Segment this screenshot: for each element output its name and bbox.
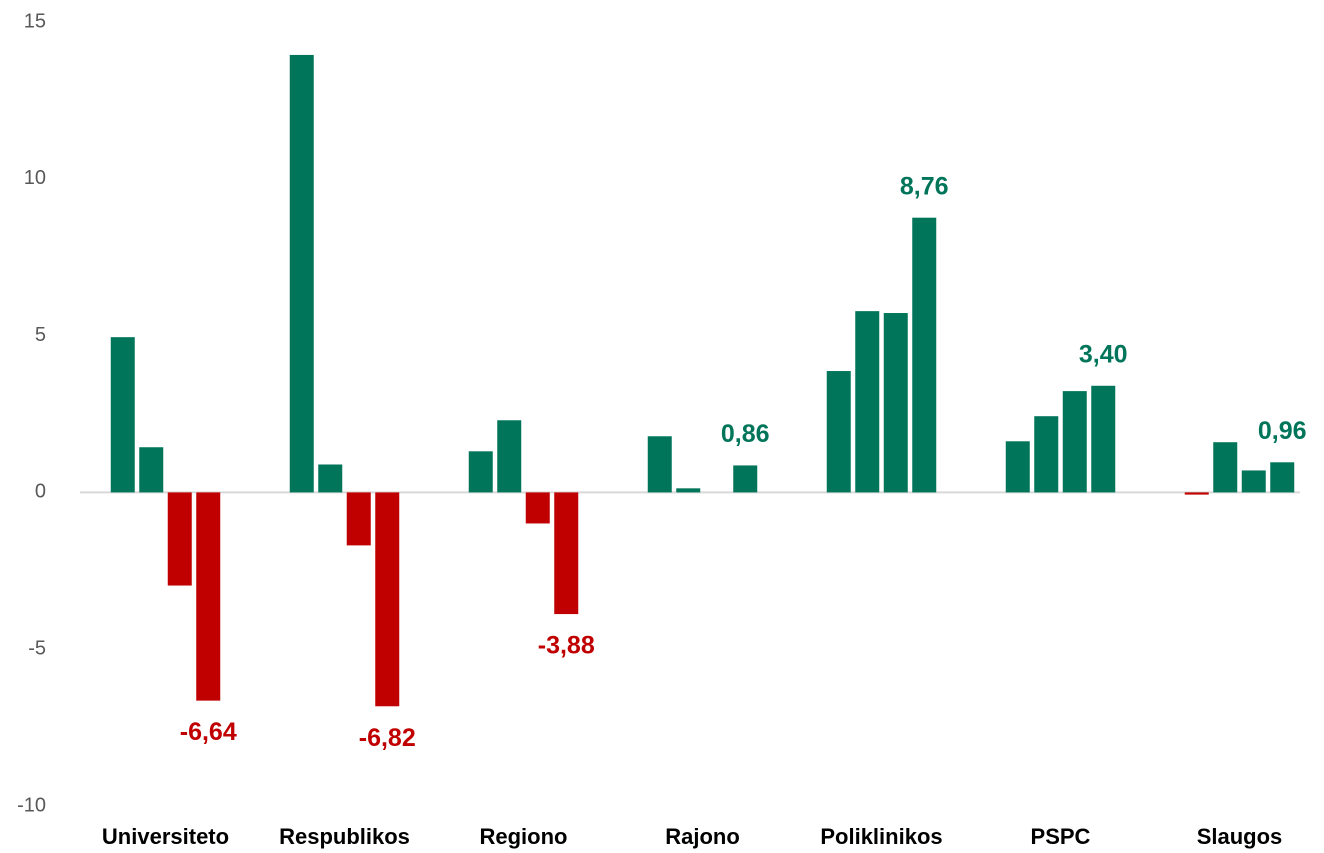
bar bbox=[289, 54, 314, 493]
bar bbox=[196, 492, 221, 701]
bar bbox=[375, 492, 400, 707]
bar bbox=[855, 311, 880, 493]
bar bbox=[676, 488, 701, 493]
y-tick-label: 5 bbox=[35, 324, 46, 346]
data-label: 0,96 bbox=[1258, 417, 1307, 445]
y-tick-label: -10 bbox=[17, 794, 46, 816]
bar bbox=[1213, 442, 1238, 493]
bar bbox=[497, 420, 522, 493]
bar bbox=[1091, 385, 1116, 493]
bar bbox=[1270, 462, 1295, 493]
bar bbox=[554, 492, 579, 615]
data-label: -6,64 bbox=[180, 718, 237, 746]
bar bbox=[826, 371, 851, 493]
x-tick-label: Rajono bbox=[665, 824, 740, 849]
bar bbox=[525, 492, 550, 524]
bar bbox=[346, 492, 371, 546]
bar bbox=[139, 447, 164, 493]
bar bbox=[733, 465, 758, 493]
bar bbox=[912, 217, 937, 493]
bar bbox=[110, 337, 135, 493]
bar bbox=[318, 464, 343, 493]
x-tick-label: Slaugos bbox=[1197, 824, 1283, 849]
data-label: 3,40 bbox=[1079, 340, 1128, 368]
bar bbox=[1062, 391, 1087, 493]
bar bbox=[1005, 441, 1030, 493]
bar bbox=[883, 313, 908, 493]
bar bbox=[1184, 492, 1209, 495]
data-label: 0,86 bbox=[721, 420, 770, 448]
x-tick-label: Regiono bbox=[480, 824, 568, 849]
x-tick-label: PSPC bbox=[1031, 824, 1091, 849]
bar bbox=[647, 436, 672, 493]
y-tick-label: 10 bbox=[24, 167, 46, 189]
x-tick-label: Respublikos bbox=[279, 824, 410, 849]
x-tick-label: Universiteto bbox=[102, 824, 229, 849]
data-label: 8,76 bbox=[900, 172, 949, 200]
bar bbox=[167, 492, 192, 586]
x-tick-label: Poliklinikos bbox=[820, 824, 942, 849]
y-tick-label: -5 bbox=[28, 637, 46, 659]
bar bbox=[1034, 416, 1059, 493]
y-tick-label: 15 bbox=[24, 10, 46, 32]
data-label: -6,82 bbox=[359, 724, 416, 752]
y-tick-label: 0 bbox=[35, 481, 46, 503]
bar bbox=[1241, 470, 1266, 493]
bar bbox=[468, 451, 493, 493]
data-label: -3,88 bbox=[538, 632, 595, 660]
